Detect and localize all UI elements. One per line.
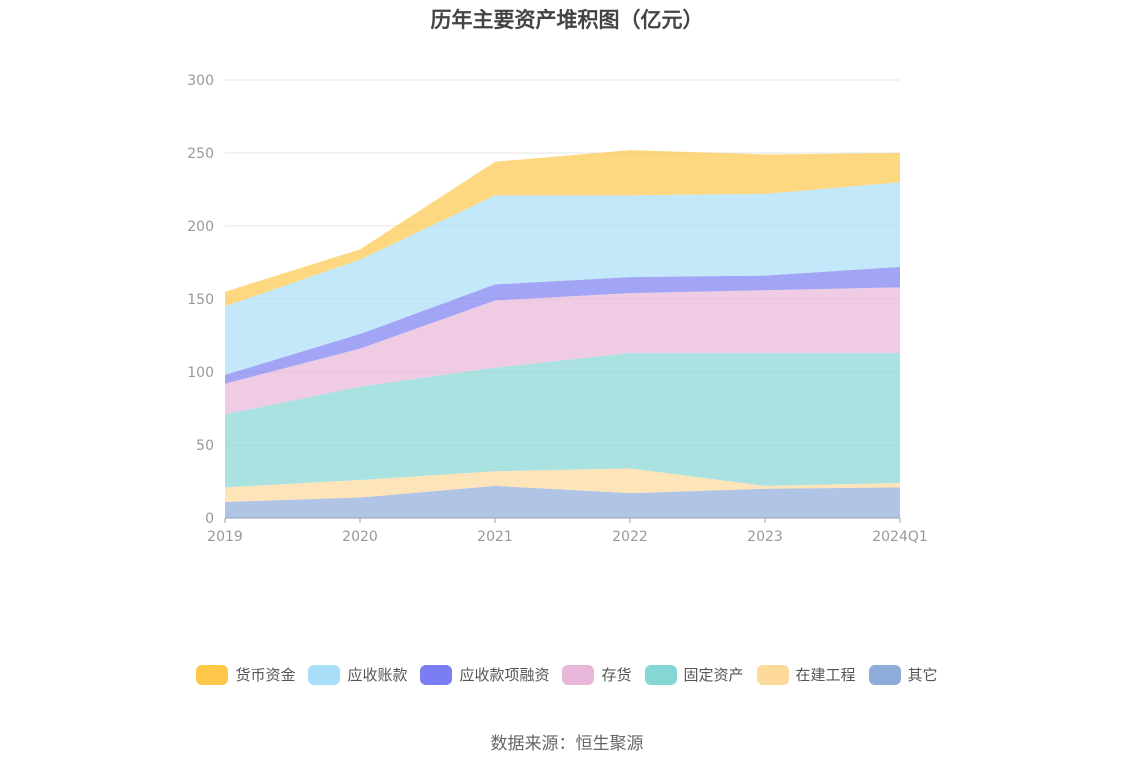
legend: 货币资金 应收账款 应收款项融资 存货 固定资产 在建工程 其它 [0,664,1134,685]
x-tick-label: 2024Q1 [872,529,928,545]
legend-item[interactable]: 存货 [562,664,632,685]
legend-item[interactable]: 应收款项融资 [420,664,549,685]
area-series-在建工程 [225,468,900,502]
legend-swatch [644,664,677,685]
legend-item[interactable]: 固定资产 [644,664,744,685]
legend-item[interactable]: 应收账款 [308,664,407,685]
area-series-应收账款 [225,182,900,375]
y-tick-label: 200 [187,219,214,235]
data-source: 数据来源：恒生聚源 [490,734,644,754]
area-series-货币资金 [225,150,900,307]
legend-swatch [756,664,789,685]
legend-label: 存货 [601,666,632,684]
area-series-应收款项融资 [225,266,900,384]
legend-label: 固定资产 [683,666,744,684]
area-series-存货 [225,287,900,415]
legend-label: 其它 [907,666,938,684]
axes: 0 50 100 150 200 250 300 2019 2020 2021 2022 2023 20… [187,73,928,545]
legend-label: 在建工程 [795,666,856,684]
y-tick-label: 100 [187,365,214,381]
legend-swatch [308,664,341,685]
legend-label: 应收账款 [347,666,408,684]
legend-swatch [868,664,901,685]
legend-item[interactable]: 其它 [868,664,938,685]
x-tick-label: 2023 [747,529,783,545]
x-tick-label: 2021 [477,529,513,545]
x-tick-label: 2020 [342,529,378,545]
y-tick-label: 250 [187,146,214,162]
chart-title: 历年主要资产堆积图（亿元） [430,8,704,32]
x-tick-label: 2022 [612,529,648,545]
legend-swatch [420,664,453,685]
area-series-固定资产 [225,353,900,488]
y-tick-label: 150 [187,292,214,308]
legend-item[interactable]: 货币资金 [196,664,295,685]
legend-swatch [196,664,229,685]
y-tick-label: 300 [187,73,214,89]
legend-swatch [562,664,595,685]
area-series [225,150,900,518]
legend-label: 货币资金 [235,666,296,684]
legend-label: 应收款项融资 [459,666,550,684]
area-series-其它 [225,485,900,518]
x-tick-label: 2019 [207,529,243,545]
y-tick-label: 0 [205,511,214,527]
y-tick-label: 50 [196,438,214,454]
stacked-area-chart: 0 50 100 150 200 250 300 2019 2020 2021 2022 2023 20… [187,73,928,545]
legend-item[interactable]: 在建工程 [756,664,856,685]
